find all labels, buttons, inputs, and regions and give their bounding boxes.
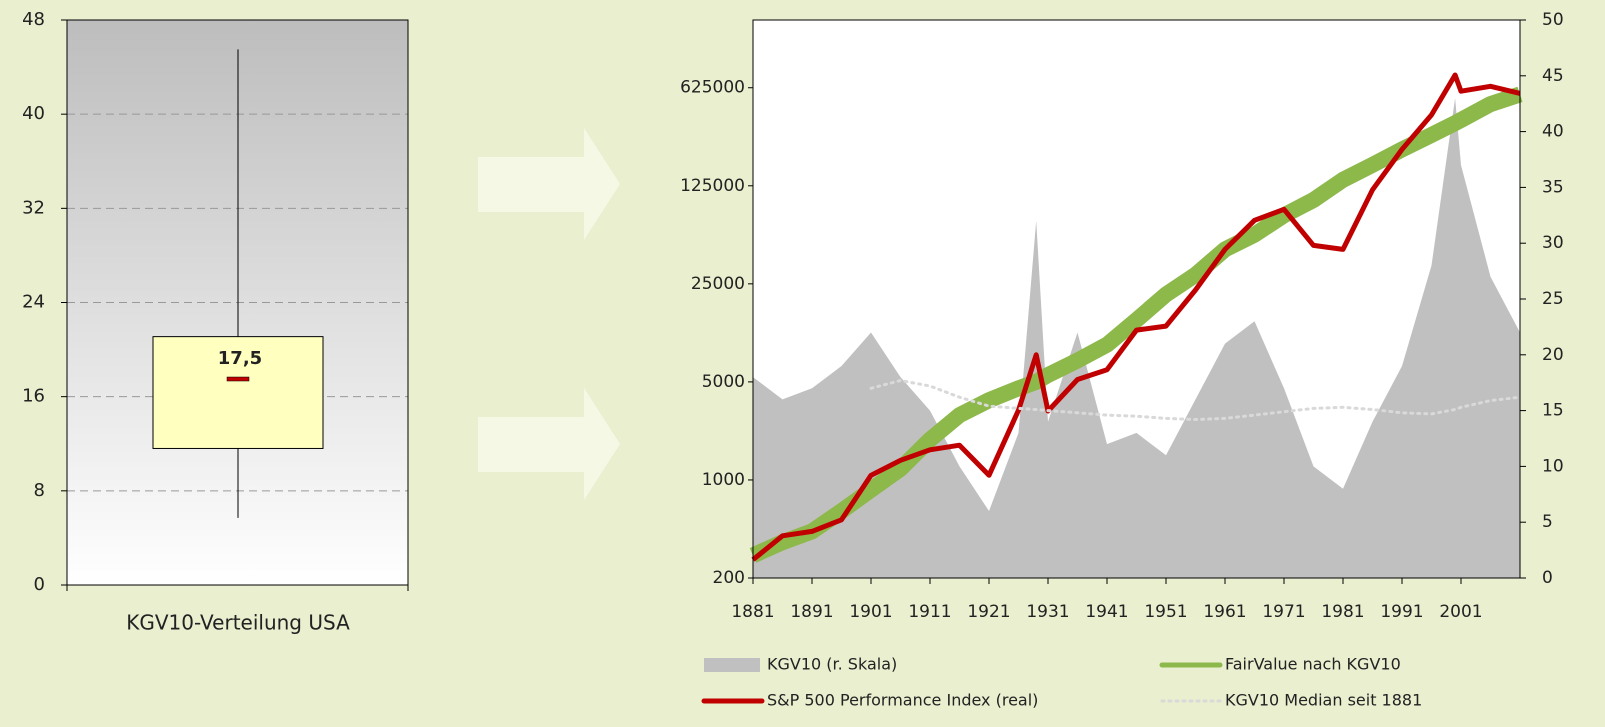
y2-tick-label: 35 bbox=[1542, 177, 1564, 197]
x-tick-label: 1901 bbox=[849, 602, 892, 622]
y2-tick-label: 10 bbox=[1542, 456, 1564, 476]
x-tick-label: 1961 bbox=[1203, 602, 1246, 622]
y2-tick-label: 20 bbox=[1542, 345, 1564, 365]
y-tick-label: 5000 bbox=[702, 372, 745, 392]
y-tick-label: 200 bbox=[713, 568, 745, 588]
y-tick-label: 625000 bbox=[680, 78, 745, 98]
y2-tick-label: 45 bbox=[1542, 66, 1564, 86]
x-tick-label: 1941 bbox=[1085, 602, 1128, 622]
y2-tick-label: 25 bbox=[1542, 289, 1564, 309]
x-tick-label: 1951 bbox=[1144, 602, 1187, 622]
x-tick-label: 1981 bbox=[1321, 602, 1364, 622]
series-band bbox=[749, 86, 1523, 563]
legend-label: KGV10 (r. Skala) bbox=[767, 655, 897, 674]
legend-label: KGV10 Median seit 1881 bbox=[1225, 691, 1422, 710]
series-dotted bbox=[869, 379, 1522, 421]
y2-tick-label: 0 bbox=[1542, 568, 1553, 588]
x-tick-label: 1991 bbox=[1380, 602, 1423, 622]
y2-tick-label: 5 bbox=[1542, 512, 1553, 532]
y-tick-label: 40 bbox=[22, 103, 45, 124]
x-tick-label: 1921 bbox=[967, 602, 1010, 622]
arrow bbox=[478, 388, 620, 500]
x-tick-label: 2001 bbox=[1439, 602, 1482, 622]
y-tick-label: 32 bbox=[22, 197, 45, 218]
x-tick-label: KGV10-Verteilung USA bbox=[126, 611, 350, 635]
y-tick-label: 25000 bbox=[691, 274, 745, 294]
legend-label: S&P 500 Performance Index (real) bbox=[767, 691, 1038, 710]
y-tick-label: 8 bbox=[34, 480, 45, 501]
y2-tick-label: 40 bbox=[1542, 122, 1564, 142]
y-tick-label: 48 bbox=[22, 9, 45, 30]
data-label: 17,5 bbox=[218, 348, 262, 369]
series-line bbox=[751, 72, 1521, 562]
y-tick-label: 1000 bbox=[702, 470, 745, 490]
x-tick-label: 1891 bbox=[790, 602, 833, 622]
y-tick-label: 16 bbox=[22, 386, 45, 407]
y-tick-label: 24 bbox=[22, 292, 45, 313]
y2-tick-label: 50 bbox=[1542, 10, 1564, 30]
y2-tick-label: 15 bbox=[1542, 401, 1564, 421]
plot-border bbox=[66, 19, 409, 586]
x-tick-label: 1931 bbox=[1026, 602, 1069, 622]
median bbox=[226, 376, 250, 382]
legend-swatch bbox=[704, 658, 760, 672]
legend-label: FairValue nach KGV10 bbox=[1225, 655, 1401, 674]
x-tick-label: 1881 bbox=[731, 602, 774, 622]
y-tick-label: 125000 bbox=[680, 176, 745, 196]
x-tick-label: 1971 bbox=[1262, 602, 1305, 622]
y2-tick-label: 30 bbox=[1542, 233, 1564, 253]
y-tick-label: 0 bbox=[34, 574, 45, 595]
box bbox=[152, 336, 324, 449]
series-area bbox=[753, 98, 1520, 578]
arrow bbox=[478, 128, 620, 240]
x-tick-label: 1911 bbox=[908, 602, 951, 622]
